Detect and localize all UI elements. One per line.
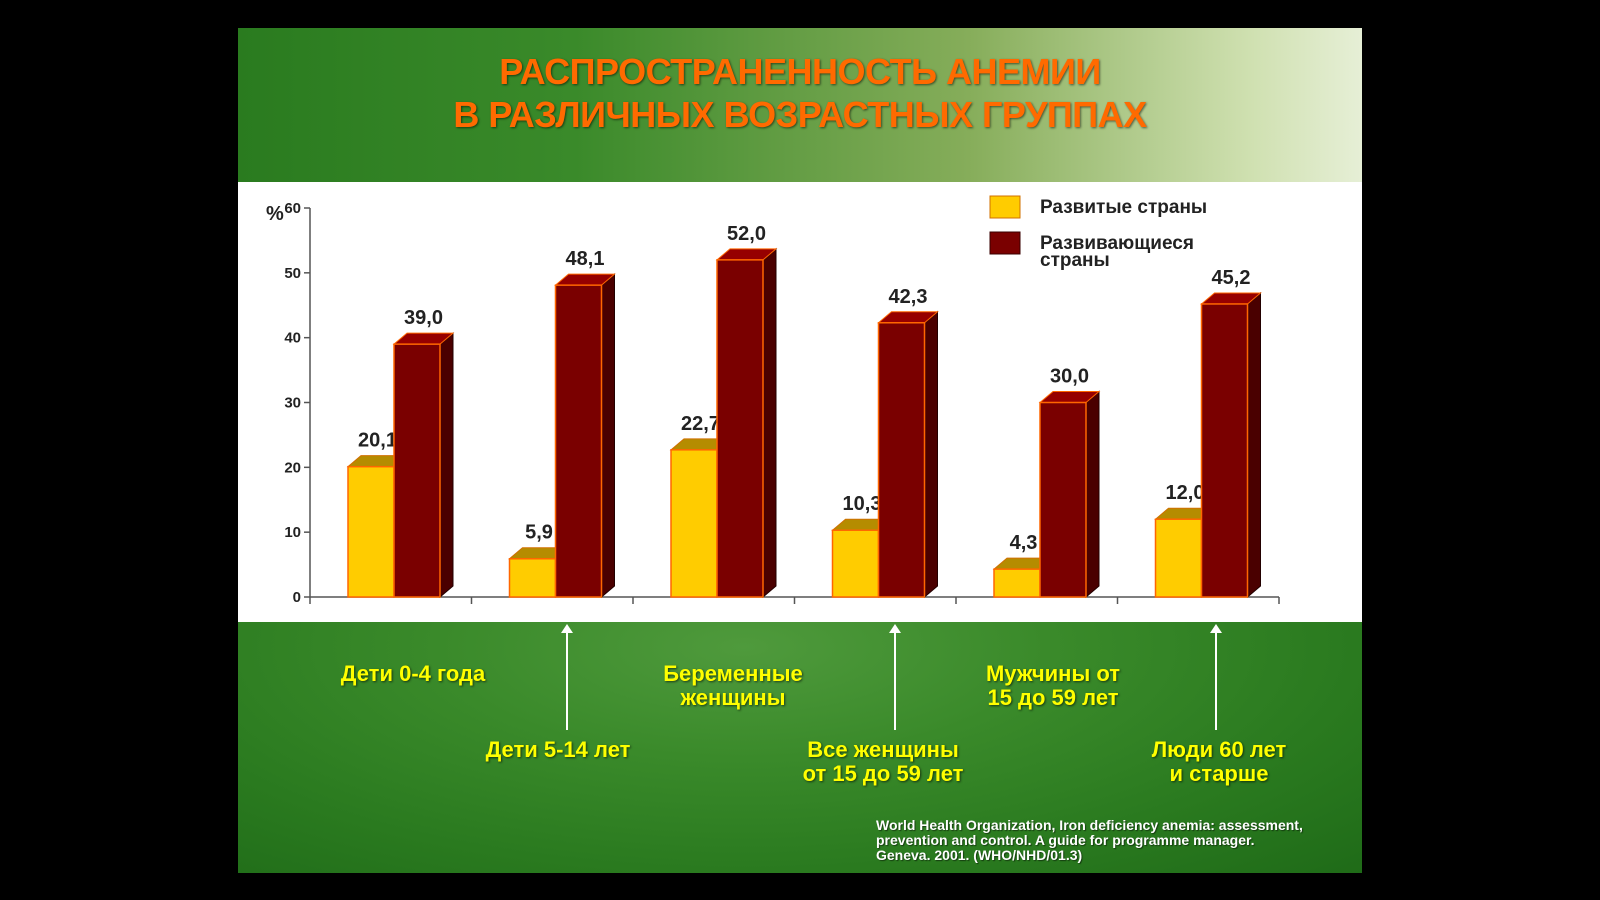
pointer-arrow-all-women	[889, 624, 901, 730]
y-tick-label: 20	[284, 459, 301, 476]
y-tick-label: 60	[284, 200, 301, 217]
title-line-2: В РАЗЛИЧНЫХ ВОЗРАСТНЫХ ГРУППАХ	[453, 94, 1147, 135]
source-citation: World Health Organization, Iron deficien…	[876, 817, 1303, 863]
pointer-arrow-elderly	[1210, 624, 1222, 730]
category-label-all-women: Все женщины от 15 до 59 лет	[802, 737, 964, 786]
bar-developed	[670, 449, 718, 598]
bar-developing	[716, 259, 764, 598]
bar-chart: 0 10 20 30 40 50 60% 20,1 39,0 5,9 48,1 22,7 52,0 10,…	[266, 195, 1280, 606]
bar-developed	[831, 529, 880, 598]
bar-developing	[877, 322, 926, 598]
slide-title: РАСПРОСТРАНЕННОСТЬ АНЕМИИ В РАЗЛИЧНЫХ ВО…	[238, 50, 1362, 136]
bar-developing	[393, 343, 441, 598]
bar-value-label: 4,3	[1010, 532, 1038, 554]
bar-developed	[993, 568, 1041, 598]
bar-side	[601, 273, 615, 599]
y-tick-label: 50	[284, 265, 301, 282]
bar-value-label: 12,0	[1166, 482, 1205, 504]
y-tick-label: 0	[293, 589, 301, 606]
bar-value-label: 5,9	[525, 522, 553, 544]
y-axis-unit-label: %	[266, 203, 284, 225]
bar-value-label: 22,7	[681, 413, 720, 435]
legend-swatch-developed	[989, 195, 1021, 219]
bar-developing	[1200, 303, 1249, 598]
category-label-children-5-14: Дети 5-14 лет	[485, 737, 631, 762]
legend-label: Развитые страны	[1040, 197, 1207, 218]
legend-label: Развивающиеся	[1040, 233, 1194, 254]
chart-area: 0 10 20 30 40 50 60% 20,1 39,0 5,9 48,1 22,7 52,0 10,…	[238, 182, 1362, 622]
bar-side	[439, 332, 454, 599]
y-tick-label: 10	[284, 524, 301, 541]
bar-side	[1247, 291, 1261, 599]
bar-value-label: 10,3	[843, 493, 882, 515]
category-footer: Дети 0-4 года Дети 5-14 лет Беременные ж…	[238, 622, 1362, 873]
slide: РАСПРОСТРАНЕННОСТЬ АНЕМИИ В РАЗЛИЧНЫХ ВО…	[238, 28, 1362, 873]
bar-value-label: 45,2	[1212, 267, 1251, 289]
bar-developed	[508, 557, 557, 598]
bar-developed	[347, 465, 395, 598]
title-line-1: РАСПРОСТРАНЕННОСТЬ АНЕМИИ	[499, 51, 1101, 92]
slide-header: РАСПРОСТРАНЕННОСТЬ АНЕМИИ В РАЗЛИЧНЫХ ВО…	[238, 28, 1362, 182]
bar-value-label: 48,1	[566, 248, 605, 270]
bar-side	[762, 247, 777, 599]
pointer-arrow-children-5-14	[561, 624, 573, 730]
bar-side	[1085, 390, 1100, 599]
bar-value-label: 20,1	[358, 430, 397, 452]
bar-developing	[554, 284, 603, 598]
category-label-men: Мужчины от 15 до 59 лет	[985, 661, 1121, 710]
bar-developed	[1154, 518, 1203, 598]
bar-value-label: 39,0	[404, 307, 443, 329]
y-tick-label: 40	[284, 330, 301, 347]
legend-swatch-developing	[989, 231, 1021, 255]
category-label-children-0-4: Дети 0-4 года	[340, 661, 486, 686]
bar-value-label: 42,3	[889, 286, 928, 308]
category-label-elderly: Люди 60 лет и старше	[1151, 737, 1287, 786]
y-tick-label: 30	[284, 395, 301, 412]
bar-value-label: 52,0	[727, 223, 766, 245]
category-label-pregnant-women: Беременные женщины	[663, 661, 803, 710]
bar-developing	[1039, 401, 1087, 598]
bar-side	[924, 310, 938, 599]
bar-value-label: 30,0	[1050, 366, 1089, 388]
legend-label: страны	[1040, 250, 1110, 271]
